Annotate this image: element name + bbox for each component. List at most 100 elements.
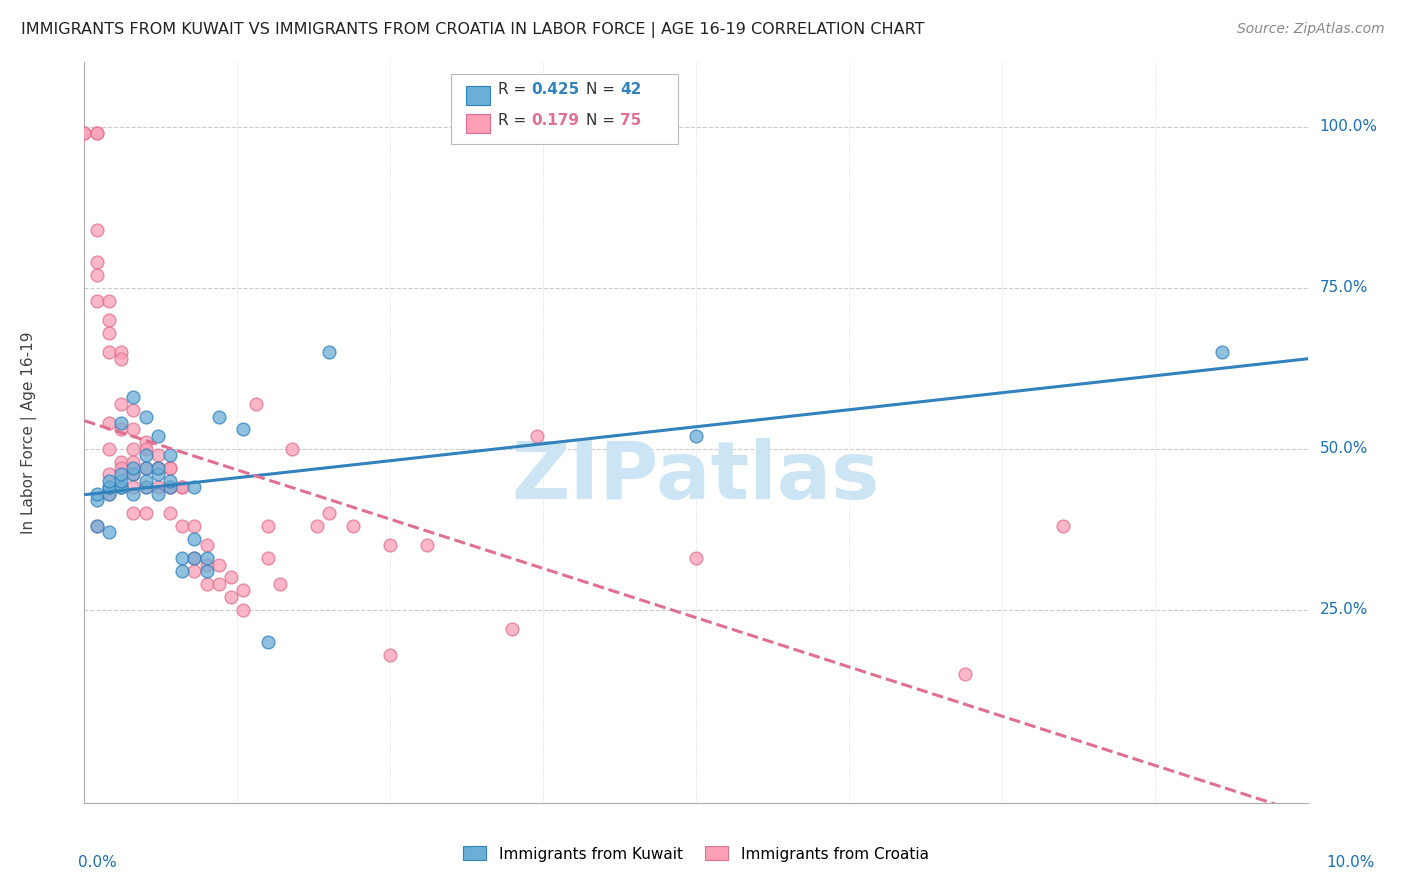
Point	[281, 442, 304, 456]
Point	[159, 480, 181, 494]
Point	[183, 519, 205, 533]
Point	[245, 397, 267, 411]
Point	[97, 345, 120, 359]
Point	[159, 480, 181, 494]
Point	[97, 326, 120, 340]
Point	[135, 448, 157, 462]
Point	[97, 293, 120, 308]
Point	[1052, 519, 1074, 533]
Point	[232, 602, 254, 616]
Point	[172, 564, 194, 578]
Point	[159, 461, 181, 475]
Point	[110, 351, 132, 366]
Text: N =: N =	[586, 82, 614, 97]
Point	[1211, 345, 1233, 359]
Point	[183, 551, 205, 566]
Text: 0.179: 0.179	[531, 113, 579, 128]
Point	[195, 577, 218, 591]
Text: 75.0%: 75.0%	[1320, 280, 1368, 295]
Point	[183, 480, 205, 494]
Point	[97, 480, 120, 494]
Text: IMMIGRANTS FROM KUWAIT VS IMMIGRANTS FROM CROATIA IN LABOR FORCE | AGE 16-19 COR: IMMIGRANTS FROM KUWAIT VS IMMIGRANTS FRO…	[21, 22, 925, 38]
Point	[526, 429, 548, 443]
Point	[318, 506, 340, 520]
Point	[110, 345, 132, 359]
Point	[135, 480, 157, 494]
Point	[208, 558, 231, 572]
Point	[97, 487, 120, 501]
Point	[122, 403, 145, 417]
Point	[257, 551, 280, 566]
Point	[86, 519, 108, 533]
Point	[135, 474, 157, 488]
Point	[135, 506, 157, 520]
Point	[269, 577, 291, 591]
Point	[135, 461, 157, 475]
Point	[232, 583, 254, 598]
Point	[122, 487, 145, 501]
Point	[122, 506, 145, 520]
Point	[135, 435, 157, 450]
Point	[183, 564, 205, 578]
Point	[146, 467, 169, 482]
Text: 42: 42	[620, 82, 641, 97]
Point	[73, 126, 96, 140]
Text: N =: N =	[586, 113, 614, 128]
Point	[685, 551, 707, 566]
Point	[159, 480, 181, 494]
Text: 75: 75	[620, 113, 641, 128]
Point	[159, 474, 181, 488]
Text: 25.0%: 25.0%	[1320, 602, 1368, 617]
Point	[135, 480, 157, 494]
Point	[97, 474, 120, 488]
Point	[146, 487, 169, 501]
Point	[219, 570, 242, 584]
Text: 50.0%: 50.0%	[1320, 442, 1368, 456]
Text: R =: R =	[498, 113, 526, 128]
Point	[318, 345, 340, 359]
Point	[380, 538, 402, 552]
Point	[172, 480, 194, 494]
Point	[110, 480, 132, 494]
FancyBboxPatch shape	[451, 73, 678, 144]
Text: Source: ZipAtlas.com: Source: ZipAtlas.com	[1237, 22, 1385, 37]
Point	[172, 551, 194, 566]
Point	[208, 409, 231, 424]
Point	[953, 667, 976, 681]
Point	[146, 461, 169, 475]
Point	[195, 558, 218, 572]
Point	[97, 416, 120, 430]
Point	[110, 474, 132, 488]
Point	[305, 519, 328, 533]
Point	[86, 223, 108, 237]
Point	[183, 551, 205, 566]
Point	[232, 422, 254, 436]
Point	[110, 480, 132, 494]
Point	[122, 480, 145, 494]
Point	[110, 467, 132, 482]
Point	[97, 487, 120, 501]
Point	[146, 461, 169, 475]
Text: ZIPatlas: ZIPatlas	[512, 438, 880, 516]
Point	[86, 126, 108, 140]
Point	[146, 448, 169, 462]
Point	[146, 480, 169, 494]
Point	[219, 590, 242, 604]
Legend: Immigrants from Kuwait, Immigrants from Croatia: Immigrants from Kuwait, Immigrants from …	[456, 838, 936, 869]
Text: 100.0%: 100.0%	[1320, 120, 1378, 135]
Point	[86, 519, 108, 533]
Point	[122, 422, 145, 436]
Point	[342, 519, 364, 533]
FancyBboxPatch shape	[465, 114, 491, 133]
Point	[195, 538, 218, 552]
Point	[97, 525, 120, 540]
Text: R =: R =	[498, 82, 526, 97]
Point	[122, 442, 145, 456]
Point	[195, 564, 218, 578]
Point	[110, 454, 132, 468]
Point	[110, 480, 132, 494]
Point	[86, 255, 108, 269]
Point	[73, 126, 96, 140]
Point	[416, 538, 439, 552]
Text: In Labor Force | Age 16-19: In Labor Force | Age 16-19	[21, 331, 38, 534]
